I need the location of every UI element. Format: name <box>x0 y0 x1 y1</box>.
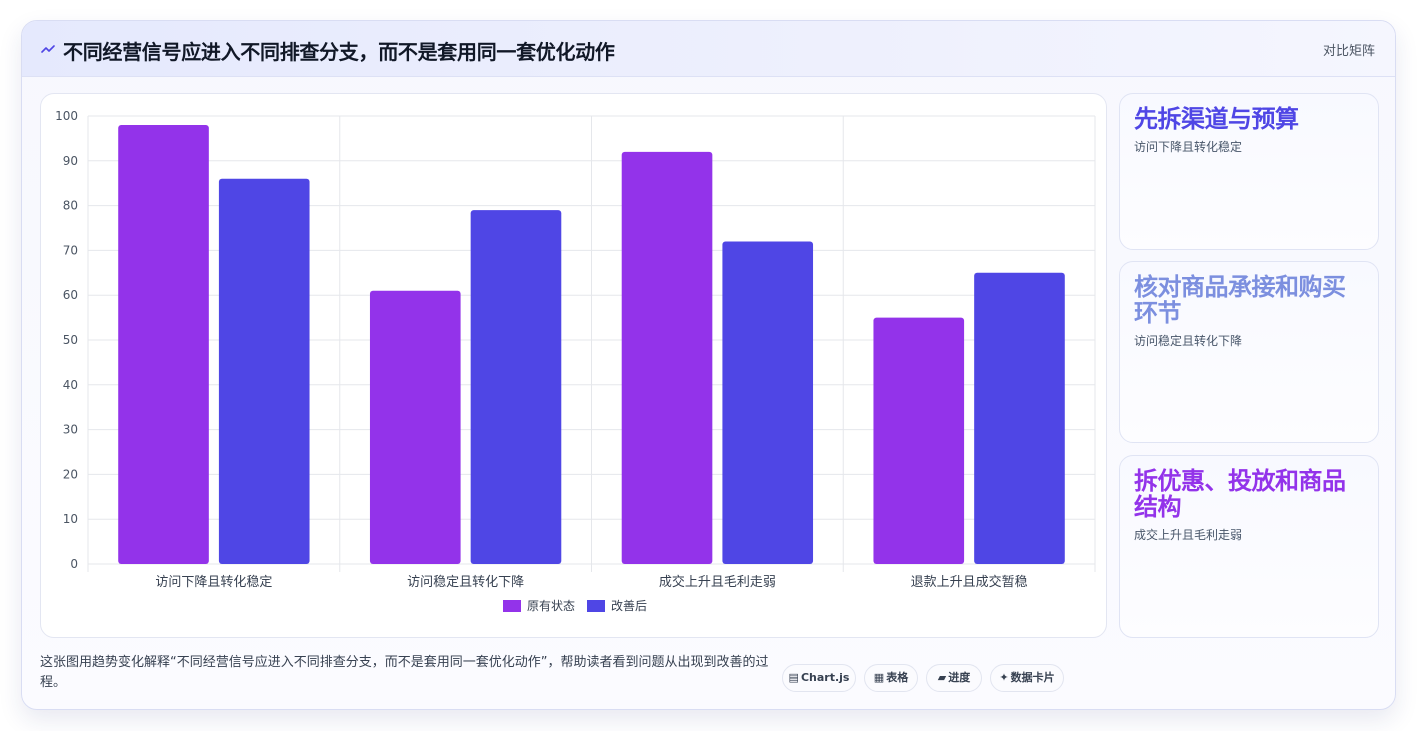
chart-icon: ▤ <box>788 671 799 684</box>
legend-label: 原有状态 <box>527 599 575 613</box>
chart-panel: 0 10 20 30 40 50 60 70 80 90 100 访问下降且转化稳定 访问稳定且转化下降… <box>40 93 1107 638</box>
bar-improved <box>722 241 814 564</box>
bar-improved <box>218 178 310 564</box>
chip-label: 表格 <box>886 671 909 684</box>
y-tick-label: 20 <box>63 467 78 481</box>
bar-chart: 0 10 20 30 40 50 60 70 80 90 100 访问下降且转化稳定 访问稳定且转化下降… <box>55 109 1096 613</box>
chip-label: Chart.js <box>800 671 850 684</box>
y-tick-label: 30 <box>63 423 78 437</box>
chip-datacard[interactable]: ✦ 数据卡片 <box>990 664 1064 692</box>
progress-icon: ▰ <box>937 671 947 684</box>
y-tick-label: 60 <box>63 288 78 302</box>
view-badge[interactable]: 对比矩阵 <box>1322 44 1375 59</box>
insight-title-3: 拆优惠、投放和商品结构 <box>1134 467 1346 521</box>
chip-chartjs[interactable]: ▤ Chart.js <box>782 664 856 692</box>
page-title: 不同经营信号应进入不同排查分支，而不是套用同一套优化动作 <box>63 40 615 64</box>
insight-subtitle-3: 成交上升且毛利走弱 <box>1134 528 1243 542</box>
y-tick-label: 10 <box>63 512 78 526</box>
insight-title-2: 核对商品承接和购买环节 <box>1134 273 1346 327</box>
insight-card-2[interactable]: 核对商品承接和购买环节 访问稳定且转化下降 <box>1119 261 1379 443</box>
bar-original <box>118 124 209 565</box>
chip-progress[interactable]: ▰ 进度 <box>926 664 982 692</box>
insight-subtitle-2: 访问稳定且转化下降 <box>1134 334 1243 348</box>
x-tick-label: 退款上升且成交暂稳 <box>911 574 1028 590</box>
legend-swatch <box>587 600 605 612</box>
chip-label: 进度 <box>948 671 971 684</box>
chart-caption: 这张图用趋势变化解释“不同经营信号应进入不同排查分支，而不是套用同一套优化动作”… <box>40 655 769 690</box>
insight-card-1[interactable]: 先拆渠道与预算 访问下降且转化稳定 <box>1119 93 1379 250</box>
insight-card-3[interactable]: 拆优惠、投放和商品结构 成交上升且毛利走弱 <box>1119 455 1379 638</box>
bar-improved <box>470 210 562 564</box>
chip-table[interactable]: ▦ 表格 <box>864 664 918 692</box>
y-tick-label: 80 <box>63 199 78 213</box>
insight-title-1: 先拆渠道与预算 <box>1134 105 1299 133</box>
bar-original <box>369 290 461 564</box>
x-tick-label: 访问下降且转化稳定 <box>155 574 272 590</box>
x-tick-label: 成交上升且毛利走弱 <box>659 574 776 590</box>
legend-swatch <box>503 600 521 612</box>
x-tick-label: 访问稳定且转化下降 <box>407 574 524 590</box>
legend-label: 改善后 <box>611 598 647 613</box>
trend-icon <box>41 45 55 53</box>
card-header: 不同经营信号应进入不同排查分支，而不是套用同一套优化动作 对比矩阵 <box>22 21 1395 77</box>
y-tick-label: 0 <box>70 557 78 571</box>
card-icon: ✦ <box>999 671 1009 684</box>
y-tick-label: 40 <box>63 378 78 392</box>
y-tick-label: 50 <box>63 333 78 347</box>
bar-original <box>621 151 713 564</box>
insight-subtitle-1: 访问下降且转化稳定 <box>1134 140 1243 154</box>
bar-improved <box>974 272 1065 564</box>
y-tick-label: 100 <box>55 109 78 123</box>
table-icon: ▦ <box>873 671 885 684</box>
chip-label: 数据卡片 <box>1010 671 1055 684</box>
dashboard-card: 不同经营信号应进入不同排查分支，而不是套用同一套优化动作 对比矩阵 0 10 20 3… <box>21 20 1396 710</box>
y-tick-label: 90 <box>63 154 78 168</box>
y-tick-label: 70 <box>63 243 78 257</box>
bar-original <box>873 317 965 564</box>
